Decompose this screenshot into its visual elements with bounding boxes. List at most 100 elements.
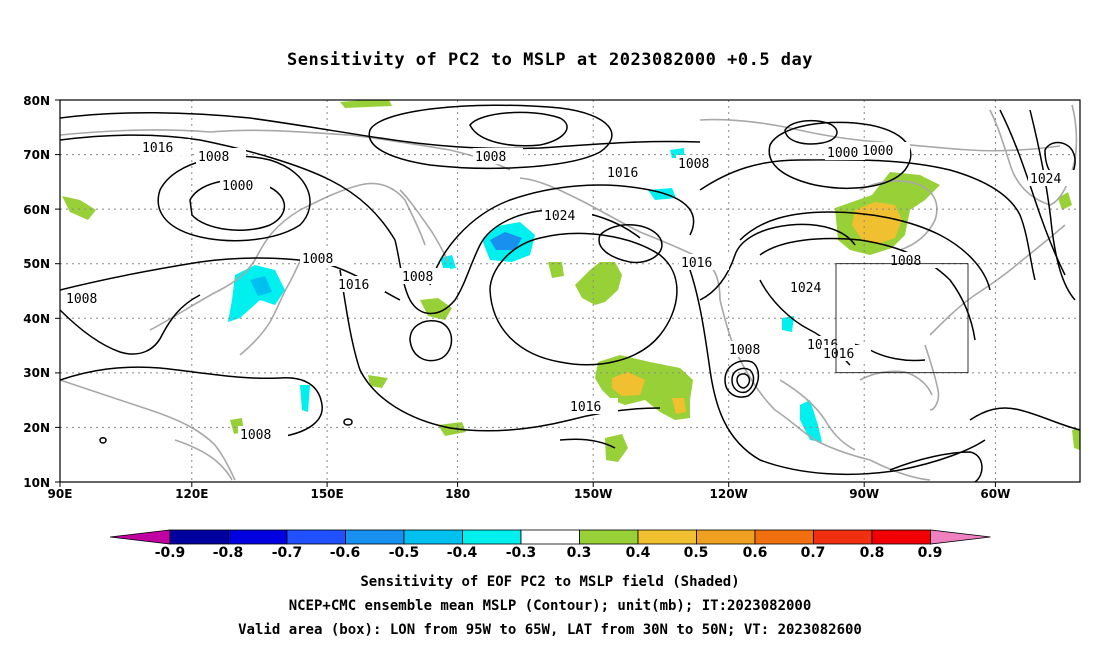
contour-labels: 1016 1008 1008 1000 1008 1016 1008 1008 … [64, 139, 1078, 443]
colorbar-box [403, 529, 463, 545]
colorbar-box [228, 529, 288, 545]
contour-ring-1024-inner [598, 224, 663, 264]
contour-line [759, 237, 976, 341]
colorbar: -0.9 -0.8 -0.7 -0.6 -0.5 -0.4 -0.3 0.3 0… [109, 529, 991, 561]
colorbar-box [813, 529, 873, 545]
lon-label: 120E [175, 487, 208, 501]
contour-ring-1008-arctic [469, 111, 568, 147]
coast-asia-north [60, 129, 511, 171]
contour-label: 1008 [198, 150, 229, 165]
positive-patch-pac1 [420, 298, 452, 320]
contour-label: 1016 [142, 141, 173, 156]
contour-label: 1024 [544, 209, 575, 224]
contour-line [1029, 109, 1076, 301]
colorbar-box [637, 529, 697, 545]
colorbar-label: 0.3 [567, 545, 592, 561]
colorbar-label: -0.4 [447, 545, 478, 561]
colorbar-box [930, 529, 991, 545]
contour-ring-1008-arctic-outer [368, 104, 613, 170]
coast-gulf [859, 370, 933, 396]
contour-line [60, 294, 201, 355]
colorbar-box [462, 529, 522, 545]
coast-kamchatka [399, 189, 449, 263]
coast-china-south [60, 379, 236, 481]
contour-ring-1008-low-i1 [731, 367, 755, 394]
lat-label: 50N [23, 257, 50, 271]
negative-patch-japan-core [250, 276, 272, 296]
contour-ring-1024-bering [489, 232, 678, 366]
coast-greenland [989, 104, 1078, 206]
contour-label: 1016 [823, 347, 854, 362]
contour-label: 1016 [338, 278, 369, 293]
colorbar-label: 0.4 [626, 545, 651, 561]
contour-label: 1000 [222, 179, 253, 194]
latitude-labels: 80N 70N 60N 50N 40N 30N 20N 10N [23, 94, 50, 490]
longitude-labels: 90E 120E 150E 180 150W 120W 90W 60W [48, 487, 1011, 501]
positive-patch-south [605, 434, 628, 462]
positive-patch-west [62, 196, 96, 220]
plot-frame [59, 99, 1081, 483]
lat-label: 10N [23, 476, 50, 490]
negative-patch-small4 [800, 400, 822, 442]
map-plot-area: 1016 1008 1008 1000 1008 1016 1008 1008 … [60, 100, 1080, 482]
contour-line [60, 112, 701, 150]
lon-label: 120W [710, 487, 748, 501]
lon-label: 150W [574, 487, 612, 501]
contour-label: 1008 [475, 150, 506, 165]
colorbar-box [169, 529, 229, 545]
colorbar-box [345, 529, 405, 545]
coast-east-asia [149, 182, 426, 331]
coast-na-west [719, 299, 931, 481]
lat-label: 80N [23, 94, 50, 108]
positive-patch-pac2 [548, 262, 564, 278]
contour-line [889, 451, 983, 482]
lon-label: 90W [849, 487, 879, 501]
negative-patch-japan [228, 265, 285, 322]
positive-patch-hawaii-inner2 [672, 398, 686, 414]
contour-ring-small [343, 418, 353, 426]
colorbar-box [286, 529, 346, 545]
lat-label: 70N [23, 148, 50, 162]
colorbar-box [754, 529, 814, 545]
colorbar-label: 0.9 [918, 545, 943, 561]
contour-label: 1016 [681, 256, 712, 271]
negative-patch-small3 [782, 316, 794, 332]
colorbar-labels: -0.9 -0.8 -0.7 -0.6 -0.5 -0.4 -0.3 0.3 0… [155, 545, 943, 561]
colorbar-label: -0.8 [213, 545, 244, 561]
coast-japan [239, 251, 305, 356]
positive-patch-hawaii-large [595, 355, 693, 420]
lon-label: 180 [445, 487, 470, 501]
contour-line [689, 269, 986, 476]
contour-label: 1008 [302, 252, 333, 267]
contour-label: 1016 [570, 400, 601, 415]
lat-label: 20N [23, 421, 50, 435]
chart-title: Sensitivity of PC2 to MSLP at 2023082000… [286, 50, 813, 70]
colorbar-label: -0.9 [155, 545, 186, 561]
valid-area-box [835, 263, 969, 374]
positive-patch-hawaii-inner [612, 372, 645, 396]
lat-label: 30N [23, 366, 50, 380]
positive-patch-greenland [1058, 192, 1072, 210]
colorbar-label: 0.8 [860, 545, 885, 561]
colorbar-box [520, 529, 580, 545]
colorbar-boxes [109, 529, 991, 545]
contour-label: 1008 [729, 343, 760, 358]
colorbar-box [109, 529, 171, 545]
contour-line [699, 159, 1036, 281]
colorbar-label: -0.5 [389, 545, 420, 561]
contour-ring-1016-pac [409, 320, 453, 362]
contour-line [969, 407, 1080, 431]
contour-label: 1024 [790, 281, 821, 296]
lat-label: 60N [23, 203, 50, 217]
caption-line-1: Sensitivity of EOF PC2 to MSLP field (Sh… [360, 574, 740, 590]
contour-label: 1000 [827, 146, 858, 161]
lon-label: 60W [980, 487, 1010, 501]
contour-label: 1008 [66, 292, 97, 307]
lon-label: 150E [310, 487, 343, 501]
contour-ring-1008-low-i2 [736, 373, 751, 389]
negative-patch-small2 [440, 255, 456, 270]
coast-mexico [779, 379, 856, 451]
colorbar-box [871, 529, 931, 545]
coast-florida [924, 344, 940, 411]
